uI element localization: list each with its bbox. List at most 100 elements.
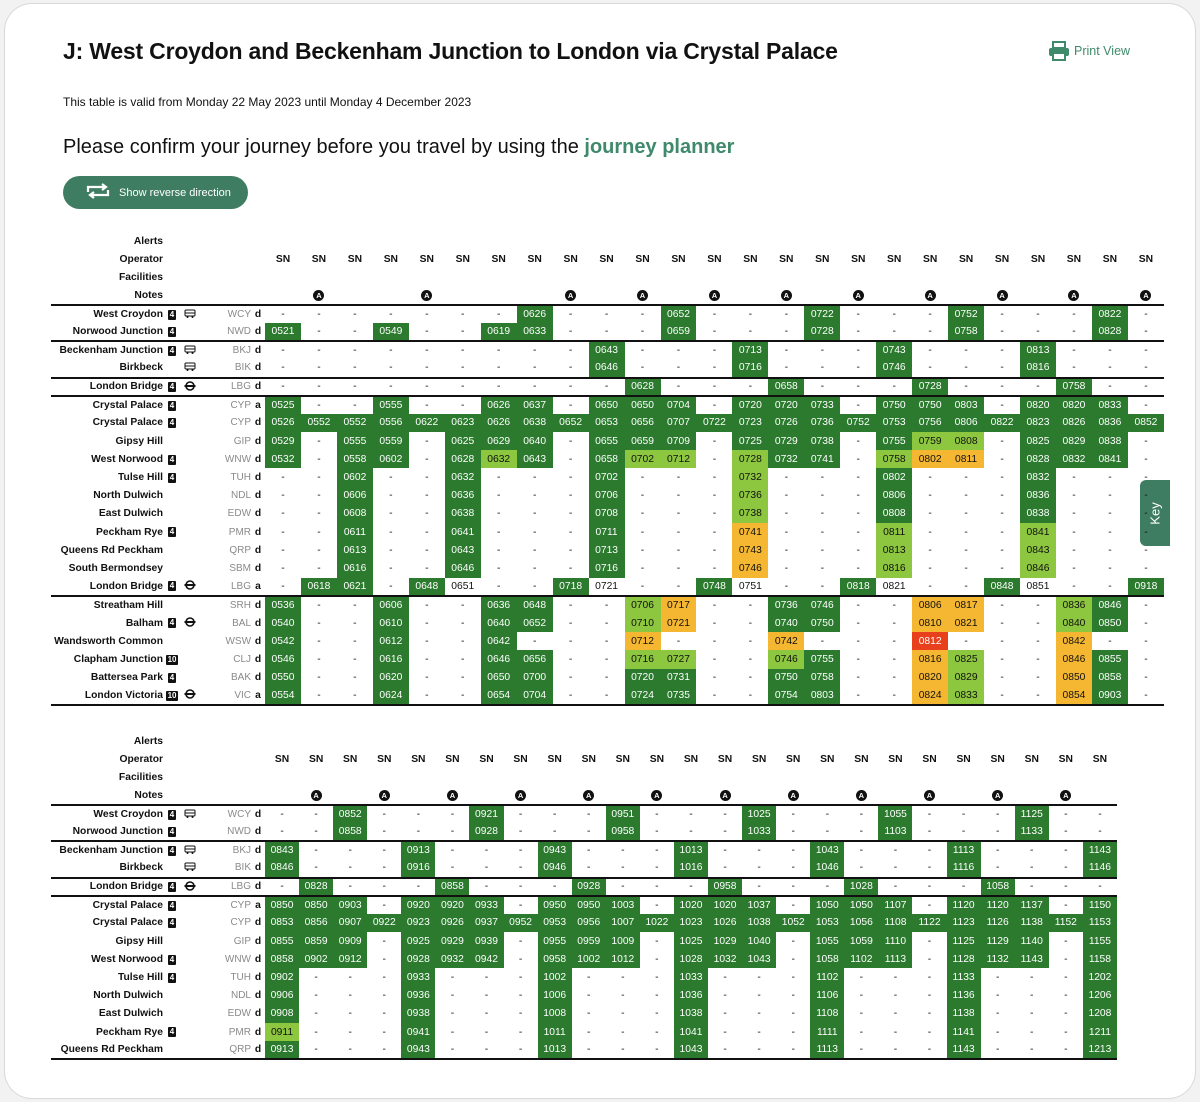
station-name[interactable]: Tulse Hill xyxy=(51,468,163,486)
time-cell[interactable]: 0853 xyxy=(265,913,300,933)
time-cell[interactable]: 0911 xyxy=(265,1023,300,1042)
time-cell[interactable]: 1137 xyxy=(1014,894,1049,914)
station-label[interactable]: Crystal Palace xyxy=(92,417,164,429)
time-cell[interactable]: 0650 xyxy=(480,668,517,687)
time-cell[interactable]: 0925 xyxy=(401,932,436,951)
time-cell[interactable]: 0903 xyxy=(1091,686,1128,705)
time-cell[interactable]: 1150 xyxy=(1082,894,1117,914)
time-cell[interactable]: 1058 xyxy=(810,950,845,969)
station-label[interactable]: Queens Rd Peckham xyxy=(60,544,164,556)
station-name[interactable]: Wandsworth Common xyxy=(51,632,163,650)
note-a-icon[interactable]: A xyxy=(310,789,322,801)
time-cell[interactable]: 0742 xyxy=(768,632,805,651)
time-cell[interactable]: 0728 xyxy=(732,450,769,469)
time-cell[interactable]: 0725 xyxy=(732,432,769,451)
time-cell[interactable]: 1116 xyxy=(946,859,981,878)
note-a-icon[interactable]: A xyxy=(1060,789,1072,801)
time-cell[interactable]: 0536 xyxy=(265,594,301,614)
time-cell[interactable]: 1038 xyxy=(673,1004,709,1023)
time-cell[interactable]: 0906 xyxy=(265,986,300,1005)
station-name[interactable]: West Croydon xyxy=(51,803,163,823)
time-cell[interactable]: 1043 xyxy=(673,1041,709,1060)
time-cell[interactable]: 1012 xyxy=(605,950,640,969)
time-cell[interactable]: 1025 xyxy=(742,803,777,823)
station-label[interactable]: Wandsworth Common xyxy=(54,635,164,647)
time-cell[interactable]: 0751 xyxy=(738,580,762,592)
time-cell[interactable]: 0833 xyxy=(948,686,985,705)
time-cell[interactable]: 0933 xyxy=(401,968,436,987)
time-cell[interactable]: 0706 xyxy=(588,486,625,505)
time-cell[interactable]: 0716 xyxy=(624,650,661,669)
time-cell[interactable]: 0856 xyxy=(299,913,334,933)
time-cell[interactable]: 0610 xyxy=(372,613,409,633)
time-cell[interactable]: 0838 xyxy=(1020,504,1056,523)
key-tab[interactable]: Key xyxy=(1140,480,1170,546)
time-cell[interactable]: 0713 xyxy=(732,340,769,360)
time-cell[interactable]: 0752 xyxy=(948,303,985,323)
time-cell[interactable]: 1025 xyxy=(673,932,709,951)
time-cell[interactable]: 0909 xyxy=(333,932,368,951)
time-cell[interactable]: 0712 xyxy=(624,632,661,651)
time-cell[interactable]: 0736 xyxy=(768,594,805,614)
time-cell[interactable]: 0855 xyxy=(265,932,300,951)
station-label[interactable]: London Victoria xyxy=(84,689,164,701)
note-a-icon[interactable]: A xyxy=(924,289,936,301)
time-cell[interactable]: 0720 xyxy=(768,394,805,414)
time-cell[interactable]: 0836 xyxy=(1020,486,1056,505)
time-cell[interactable]: 0643 xyxy=(516,450,553,469)
time-cell[interactable]: 0825 xyxy=(1020,432,1056,451)
time-cell[interactable]: 0806 xyxy=(876,486,913,505)
time-cell[interactable]: 0721 xyxy=(660,613,697,633)
note-a-icon[interactable]: A xyxy=(719,789,731,801)
station-name[interactable]: Balham xyxy=(51,614,163,632)
time-cell[interactable]: 0752 xyxy=(840,413,877,433)
time-cell[interactable]: 1011 xyxy=(537,1023,572,1042)
station-label[interactable]: West Croydon xyxy=(93,808,163,820)
time-cell[interactable]: 0810 xyxy=(912,613,949,633)
time-cell[interactable]: 0811 xyxy=(876,523,913,542)
time-cell[interactable]: 0816 xyxy=(876,559,913,578)
time-cell[interactable]: 1028 xyxy=(844,876,879,896)
station-name[interactable]: London Bridge xyxy=(51,876,163,896)
time-cell[interactable]: 0732 xyxy=(768,450,805,469)
time-cell[interactable]: 0648 xyxy=(516,594,553,614)
time-cell[interactable]: 0650 xyxy=(624,394,661,414)
time-cell[interactable]: 0758 xyxy=(1055,376,1092,396)
station-label[interactable]: North Dulwich xyxy=(93,990,163,1002)
time-cell[interactable]: 1138 xyxy=(1014,913,1049,933)
time-cell[interactable]: 1028 xyxy=(673,950,709,969)
time-cell[interactable]: 0958 xyxy=(708,876,743,896)
station-name[interactable]: Queens Rd Peckham xyxy=(51,541,163,559)
time-cell[interactable]: 0738 xyxy=(804,432,841,451)
time-cell[interactable]: 0958 xyxy=(605,822,640,842)
station-label[interactable]: Peckham Rye xyxy=(96,526,164,538)
time-cell[interactable]: 0729 xyxy=(768,432,805,451)
time-cell[interactable]: 1202 xyxy=(1082,968,1117,987)
time-cell[interactable]: 0817 xyxy=(948,594,985,614)
time-cell[interactable]: 0721 xyxy=(595,580,619,592)
time-cell[interactable]: 0846 xyxy=(1020,559,1056,578)
time-cell[interactable]: 1043 xyxy=(810,840,845,860)
time-cell[interactable]: 1213 xyxy=(1082,1041,1117,1060)
note-a-icon[interactable]: A xyxy=(708,289,720,301)
time-cell[interactable]: 0620 xyxy=(372,668,409,687)
time-cell[interactable]: 1002 xyxy=(571,950,606,969)
station-name[interactable]: Streatham Hill xyxy=(51,594,164,614)
time-cell[interactable]: 1103 xyxy=(878,822,913,842)
time-cell[interactable]: 0626 xyxy=(516,303,553,323)
time-cell[interactable]: 0740 xyxy=(768,613,805,633)
time-cell[interactable]: 0706 xyxy=(624,594,661,614)
time-cell[interactable]: 0613 xyxy=(336,541,373,560)
station-label[interactable]: Balham xyxy=(125,617,164,629)
time-cell[interactable]: 0824 xyxy=(912,686,949,705)
time-cell[interactable]: 0921 xyxy=(469,803,504,823)
station-name[interactable]: London Bridge xyxy=(51,376,164,396)
time-cell[interactable]: 1016 xyxy=(673,859,709,878)
time-cell[interactable]: 0841 xyxy=(1020,523,1056,542)
time-cell[interactable]: 0525 xyxy=(265,394,301,414)
time-cell[interactable]: 0828 xyxy=(299,876,334,896)
time-cell[interactable]: 0951 xyxy=(605,803,640,823)
time-cell[interactable]: 0754 xyxy=(768,686,805,705)
time-cell[interactable]: 0828 xyxy=(1091,322,1128,342)
time-cell[interactable]: 0926 xyxy=(435,913,470,933)
